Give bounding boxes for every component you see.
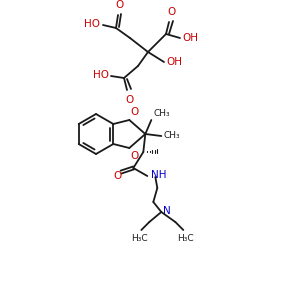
Text: O: O <box>130 107 139 117</box>
Text: OH: OH <box>166 57 182 67</box>
Text: O: O <box>113 171 122 181</box>
Text: H₃C: H₃C <box>177 234 194 243</box>
Text: CH₃: CH₃ <box>163 131 180 140</box>
Text: O: O <box>130 151 139 161</box>
Text: O: O <box>115 0 123 10</box>
Text: HO: HO <box>84 19 100 29</box>
Text: NH: NH <box>151 170 167 180</box>
Text: O: O <box>167 7 175 17</box>
Text: N: N <box>163 206 171 216</box>
Text: O: O <box>125 95 133 105</box>
Text: H₃C: H₃C <box>131 234 148 243</box>
Text: CH₃: CH₃ <box>153 109 170 118</box>
Text: HO: HO <box>93 70 109 80</box>
Text: OH: OH <box>182 33 198 43</box>
